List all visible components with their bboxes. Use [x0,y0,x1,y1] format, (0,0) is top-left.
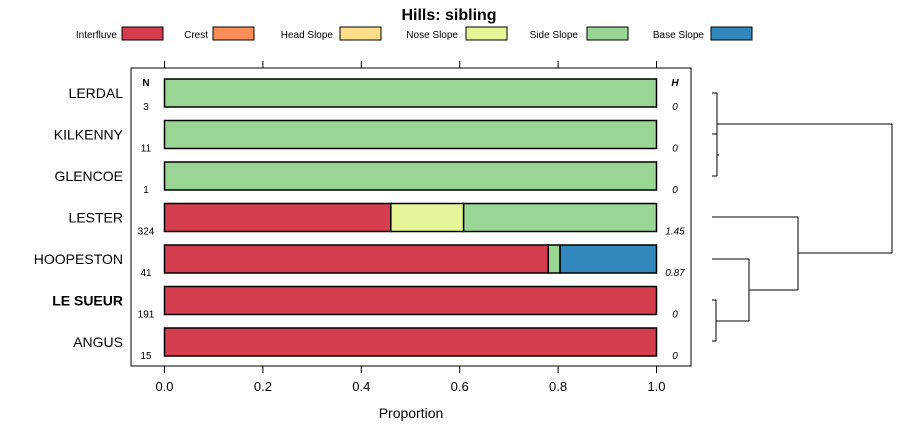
dendrogram [712,92,893,342]
x-tick-label: 0.4 [352,379,370,394]
legend-head-slope-label: Head Slope [281,30,334,41]
legend-side-slope-swatch [586,26,629,41]
n-value-lerdal: 3 [143,102,149,113]
row-label-le-sueur: LE SUEUR [52,293,123,309]
h-value-le-sueur: 0 [672,310,678,321]
row-labels: LERDAL 3 0 KILKENNY 11 0 GLENCOE 1 0 LESTER 324 1.4… [34,85,685,362]
x-tick-label: 1.0 [647,379,665,394]
legend-crest-label: Crest [184,30,208,41]
row-label-angus: ANGUS [73,334,123,350]
bar-segment-hoopeston-base-slope [559,244,658,274]
x-tick-label: 0.8 [549,379,567,394]
h-value-glencoe: 0 [672,185,678,196]
n-value-le-sueur: 191 [138,310,155,321]
plot-frame [130,67,692,367]
legend-base-slope-label: Base Slope [653,30,705,41]
chart-title: Hills: sibling [401,7,496,24]
x-tick-label: 0.6 [451,379,469,394]
bar-segment-hoopeston-interfluve [163,244,550,274]
h-column-header: H [671,78,679,89]
n-value-kilkenny: 11 [141,144,152,155]
legend-side-slope-label: Side Slope [530,30,579,41]
legend: Interfluve Crest Head Slope Nose Slope Side … [76,26,753,41]
legend-nose-slope-label: Nose Slope [406,30,458,41]
x-axis-title: Proportion [379,405,444,421]
bars [163,78,658,357]
row-label-lerdal: LERDAL [69,85,124,101]
n-value-angus: 15 [140,351,152,362]
bar-segment-lester-side-slope [462,202,658,233]
legend-interfluve-label: Interfluve [76,30,118,41]
h-value-hoopeston: 0.87 [665,268,685,279]
row-label-lester: LESTER [69,210,123,226]
legend-head-slope-swatch [339,26,382,41]
h-value-lerdal: 0 [672,102,678,113]
bar-segment-lester-interfluve [163,202,392,233]
bar-segment-angus-interfluve [163,327,658,357]
bar-segment-glencoe-side-slope [163,161,658,191]
row-label-kilkenny: KILKENNY [54,127,124,143]
row-label-glencoe: GLENCOE [55,168,123,184]
x-tick-label: 0.2 [254,379,272,394]
bar-segment-lerdal-side-slope [163,78,658,108]
h-value-angus: 0 [672,351,678,362]
axis-ticks: 0.0 0.2 0.4 0.6 0.8 1.0 [155,61,666,394]
legend-crest-swatch [212,26,255,41]
x-tick-label: 0.0 [155,379,173,394]
h-value-kilkenny: 0 [672,144,678,155]
h-value-lester: 1.45 [665,227,685,238]
n-column-header: N [142,78,149,89]
bar-segment-kilkenny-side-slope [163,119,658,150]
bar-segment-lester-nose-slope [390,202,465,233]
n-value-glencoe: 1 [143,185,149,196]
legend-nose-slope-swatch [465,26,508,41]
n-value-lester: 324 [138,227,155,238]
bar-segment-hoopeston-side-slope [547,244,561,274]
row-label-hoopeston: HOOPESTON [34,251,123,267]
n-value-hoopeston: 41 [140,268,152,279]
legend-base-slope-swatch [710,26,753,41]
bar-segment-le-sueur-interfluve [163,285,658,316]
legend-interfluve-swatch [121,26,164,41]
